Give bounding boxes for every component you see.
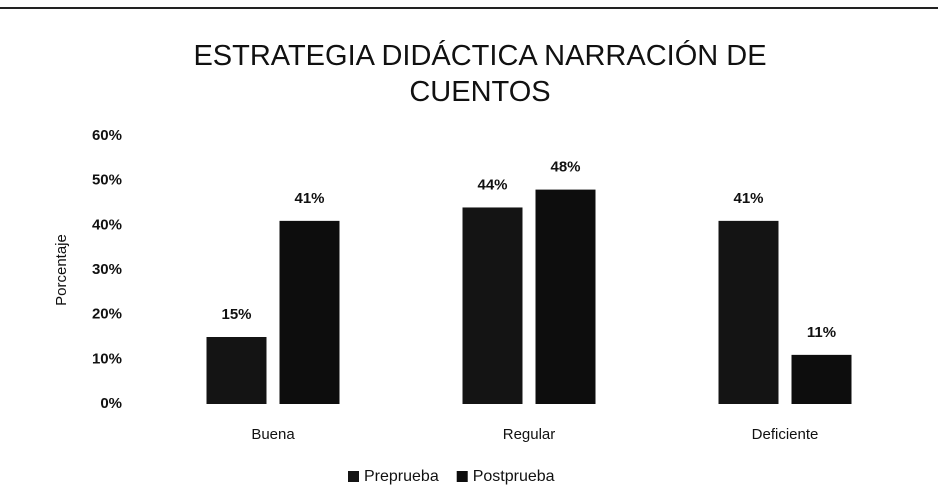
y-tick-label: 40% [92,216,122,233]
value-label: 48% [550,159,580,176]
legend-label: Postprueba [473,468,555,485]
bar [791,354,852,404]
y-tick-label: 30% [92,261,122,278]
x-tick-label: Regular [503,426,556,443]
value-label: 41% [733,190,763,207]
y-tick-label: 10% [92,350,122,367]
bar [206,337,267,404]
bar [535,189,596,404]
value-label: 15% [221,306,251,323]
bar [718,220,779,404]
y-tick-label: 0% [100,395,122,412]
legend-swatch [456,471,468,482]
y-tick-label: 20% [92,306,122,323]
x-tick-label: Buena [251,426,295,443]
bar [279,220,340,404]
chart-title: ESTRATEGIA DIDÁCTICA NARRACIÓN DE CUENTO… [193,40,767,108]
value-label: 11% [807,324,836,341]
y-tick-label: 50% [92,172,122,189]
bar [462,207,523,404]
legend-swatch [348,471,359,482]
value-label: 41% [294,190,324,207]
legend-label: Preprueba [364,468,439,485]
y-tick-label: 60% [92,127,122,144]
x-tick-label: Deficiente [752,426,819,443]
value-label: 44% [477,176,507,193]
y-axis-label: Porcentaje [53,234,70,306]
